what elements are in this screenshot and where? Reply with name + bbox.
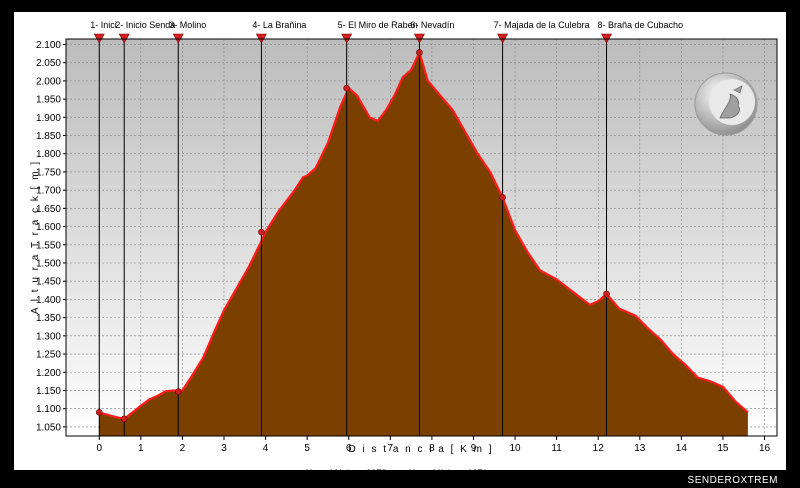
y-tick-label: 1.750 <box>36 167 61 178</box>
y-tick-label: 1.050 <box>36 422 61 433</box>
y-tick-label: 1.950 <box>36 95 61 106</box>
x-tick-label: 9 <box>471 443 477 454</box>
y-tick-label: 1.800 <box>36 149 61 160</box>
max-altitude: Altura Máxima: 2078 m <box>303 468 396 478</box>
y-tick-label: 1.300 <box>36 331 61 342</box>
waypoint-point <box>343 84 350 92</box>
y-tick-label: 2.000 <box>36 76 61 87</box>
y-tick-label: 1.550 <box>36 240 61 251</box>
x-tick-label: 4 <box>263 443 269 454</box>
y-axis-title: A l t u r a T r a c k [ m ] <box>30 160 41 314</box>
x-tick-label: 11 <box>551 443 562 454</box>
y-tick-label: 1.900 <box>36 113 61 124</box>
chart-frame: 1- Inici 2- Inicio Senda 3- Molino 4- La Br… <box>14 12 786 478</box>
brand-label: SENDEROXTREM <box>687 475 778 486</box>
waypoint-point <box>258 228 265 236</box>
waypoint-label: 8- Braña de Cubacho <box>598 20 684 30</box>
y-tick-label: 1.100 <box>36 404 61 415</box>
y-tick-label: 1.150 <box>36 386 61 397</box>
x-axis-title: D i s t a n c i a [ K m ] <box>348 444 493 455</box>
x-tick-label: 13 <box>634 443 646 454</box>
waypoint-point <box>499 194 506 201</box>
logo-icon <box>694 72 758 136</box>
waypoint-point <box>174 388 182 395</box>
waypoint-point <box>95 409 103 416</box>
plot-border <box>65 38 778 437</box>
x-tick-label: 12 <box>593 443 605 454</box>
y-tick-label: 2.100 <box>36 40 61 51</box>
min-altitude: Altura Mínima: 1071 m <box>406 468 497 478</box>
y-tick-label: 1.700 <box>36 186 61 197</box>
x-tick-label: 3 <box>221 443 227 454</box>
x-tick-label: 0 <box>96 443 102 454</box>
altitude-summary: Altura Máxima: 2078 m Altura Mínima: 107… <box>14 468 786 478</box>
x-tick-label: 10 <box>509 443 521 454</box>
y-tick-label: 1.350 <box>36 313 61 324</box>
waypoint-label: 4- La Brañina <box>252 20 306 30</box>
waypoint-label: 2- Inicio Senda <box>115 20 175 30</box>
x-tick-label: 1 <box>138 443 144 454</box>
y-tick-label: 1.650 <box>36 204 61 215</box>
y-tick-label: 1.450 <box>36 277 61 288</box>
waypoint-point <box>416 49 423 56</box>
x-tick-label: 6 <box>346 443 352 454</box>
waypoint-point <box>120 415 128 423</box>
y-tick-label: 1.200 <box>36 368 61 379</box>
waypoint-label: 1- Inici <box>90 20 117 30</box>
waypoint-point <box>603 290 610 298</box>
y-tick-label: 1.500 <box>36 258 61 269</box>
x-tick-label: 2 <box>180 443 186 454</box>
y-tick-label: 2.050 <box>36 58 61 69</box>
y-tick-label: 1.600 <box>36 222 61 233</box>
y-tick-label: 1.400 <box>36 295 61 306</box>
x-tick-label: 7 <box>388 443 394 454</box>
x-tick-label: 16 <box>759 443 771 454</box>
y-tick-label: 1.250 <box>36 350 61 361</box>
y-tick-label: 1.850 <box>36 131 61 142</box>
x-tick-label: 15 <box>717 443 729 454</box>
x-tick-label: 8 <box>429 443 435 454</box>
waypoint-label: 7- Majada de la Culebra <box>494 20 590 30</box>
waypoint-label: 6- Nevadín <box>410 20 454 30</box>
waypoint-label: 5- El Miro de Raben <box>338 20 418 30</box>
x-tick-label: 14 <box>676 443 688 454</box>
waypoint-label: 3- Molino <box>169 20 206 30</box>
x-tick-label: 5 <box>304 443 310 454</box>
